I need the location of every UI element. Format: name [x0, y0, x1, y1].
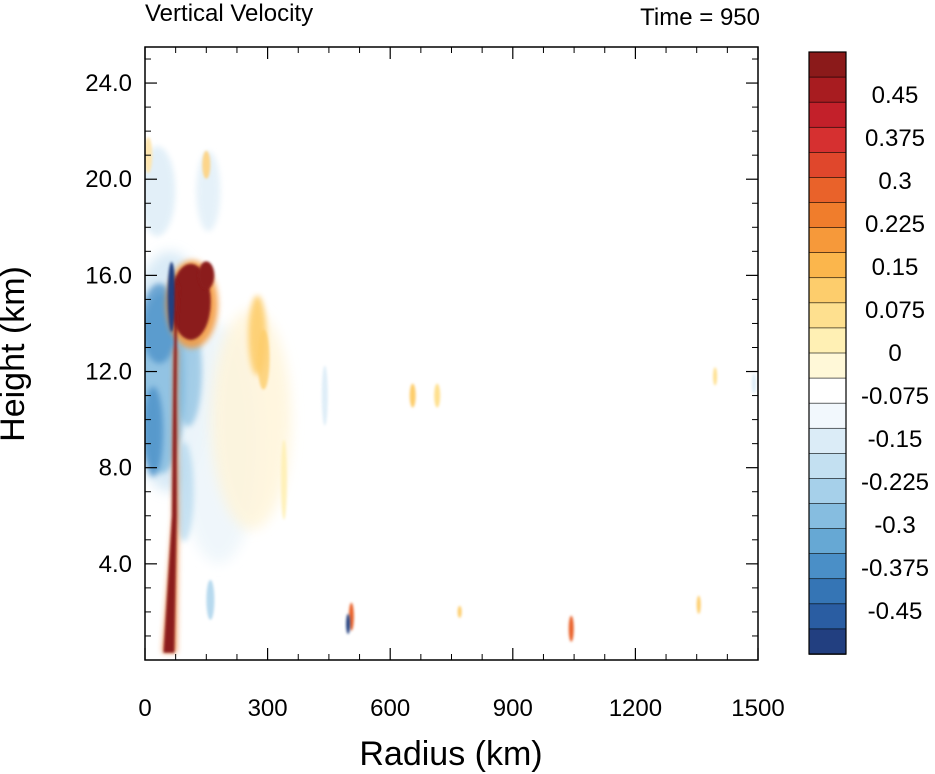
x-axis-ticks: 0 300 600 900 1200 1500 — [138, 47, 785, 722]
colorbar-swatch — [808, 126, 847, 154]
colorbar-swatch — [808, 302, 847, 329]
x-tick-label: 0 — [138, 695, 151, 722]
colorbar-swatch — [808, 628, 847, 655]
colorbar-swatch — [808, 402, 847, 430]
x-tick-label: 1200 — [609, 695, 662, 722]
colorbar-swatch — [808, 152, 847, 179]
colorbar-label: -0.075 — [861, 383, 929, 410]
colorbar-swatch — [808, 252, 847, 279]
y-tick-label: 20.0 — [85, 166, 132, 193]
colorbar-label: -0.15 — [868, 426, 923, 453]
y-axis-ticks: 4.0 8.0 12.0 16.0 20.0 24.0 — [85, 58, 758, 637]
colorbar-swatch — [808, 578, 847, 605]
colorbar-swatch — [808, 76, 847, 103]
colorbar-label: 0 — [888, 340, 901, 367]
colorbar-swatch — [808, 277, 847, 304]
colorbar-swatch — [808, 101, 847, 129]
colorbar-swatch — [808, 352, 847, 379]
x-tick-label: 900 — [493, 695, 533, 722]
colorbar-label: -0.375 — [861, 555, 929, 582]
chart-title: Vertical Velocity — [145, 0, 313, 27]
y-tick-label: 16.0 — [85, 262, 132, 289]
colorbar-label: -0.3 — [874, 512, 915, 539]
y-tick-label: 4.0 — [99, 551, 132, 578]
colorbar-swatch — [808, 603, 847, 630]
colorbar-swatch — [808, 177, 847, 204]
chart-time-label: Time = 950 — [640, 4, 760, 31]
x-axis-label: Radius (km) — [359, 735, 542, 773]
colorbar-swatch — [808, 327, 847, 354]
colorbar-swatch — [808, 528, 847, 555]
x-tick-label: 600 — [370, 695, 410, 722]
colorbar-swatch — [808, 427, 847, 455]
x-tick-label: 300 — [248, 695, 288, 722]
colorbar-swatch — [808, 377, 847, 404]
y-tick-label: 8.0 — [99, 455, 132, 482]
colorbar-label: 0.15 — [872, 254, 919, 281]
plot-area: 0 300 600 900 1200 1500 4.0 8.0 12.0 16.0 20.0 24.… — [85, 46, 785, 722]
colorbar-swatch — [808, 553, 847, 580]
colorbar-swatch — [808, 478, 847, 505]
colorbar-label: -0.45 — [868, 598, 923, 625]
colorbar-label: 0.375 — [865, 125, 925, 152]
y-tick-label: 24.0 — [85, 70, 132, 97]
velocity-field — [145, 137, 756, 653]
x-tick-label: 1500 — [731, 695, 784, 722]
y-tick-label: 12.0 — [85, 359, 132, 386]
y-axis-label: Height (km) — [0, 266, 32, 442]
colorbar-swatch — [808, 202, 847, 229]
colorbar-label: 0.225 — [865, 211, 925, 238]
colorbar-label: 0.3 — [878, 168, 911, 195]
colorbar-label: 0.075 — [865, 297, 925, 324]
colorbar-swatch — [808, 453, 847, 480]
colorbar-swatch — [808, 503, 847, 530]
colorbar-label: 0.45 — [872, 82, 919, 109]
colorbar: 0.45 0.375 0.3 0.225 0.15 0.075 0 -0.075 -0.15 -0… — [808, 51, 929, 655]
colorbar-label: -0.225 — [861, 469, 929, 496]
colorbar-swatch — [808, 227, 847, 254]
colorbar-swatch — [808, 51, 847, 78]
